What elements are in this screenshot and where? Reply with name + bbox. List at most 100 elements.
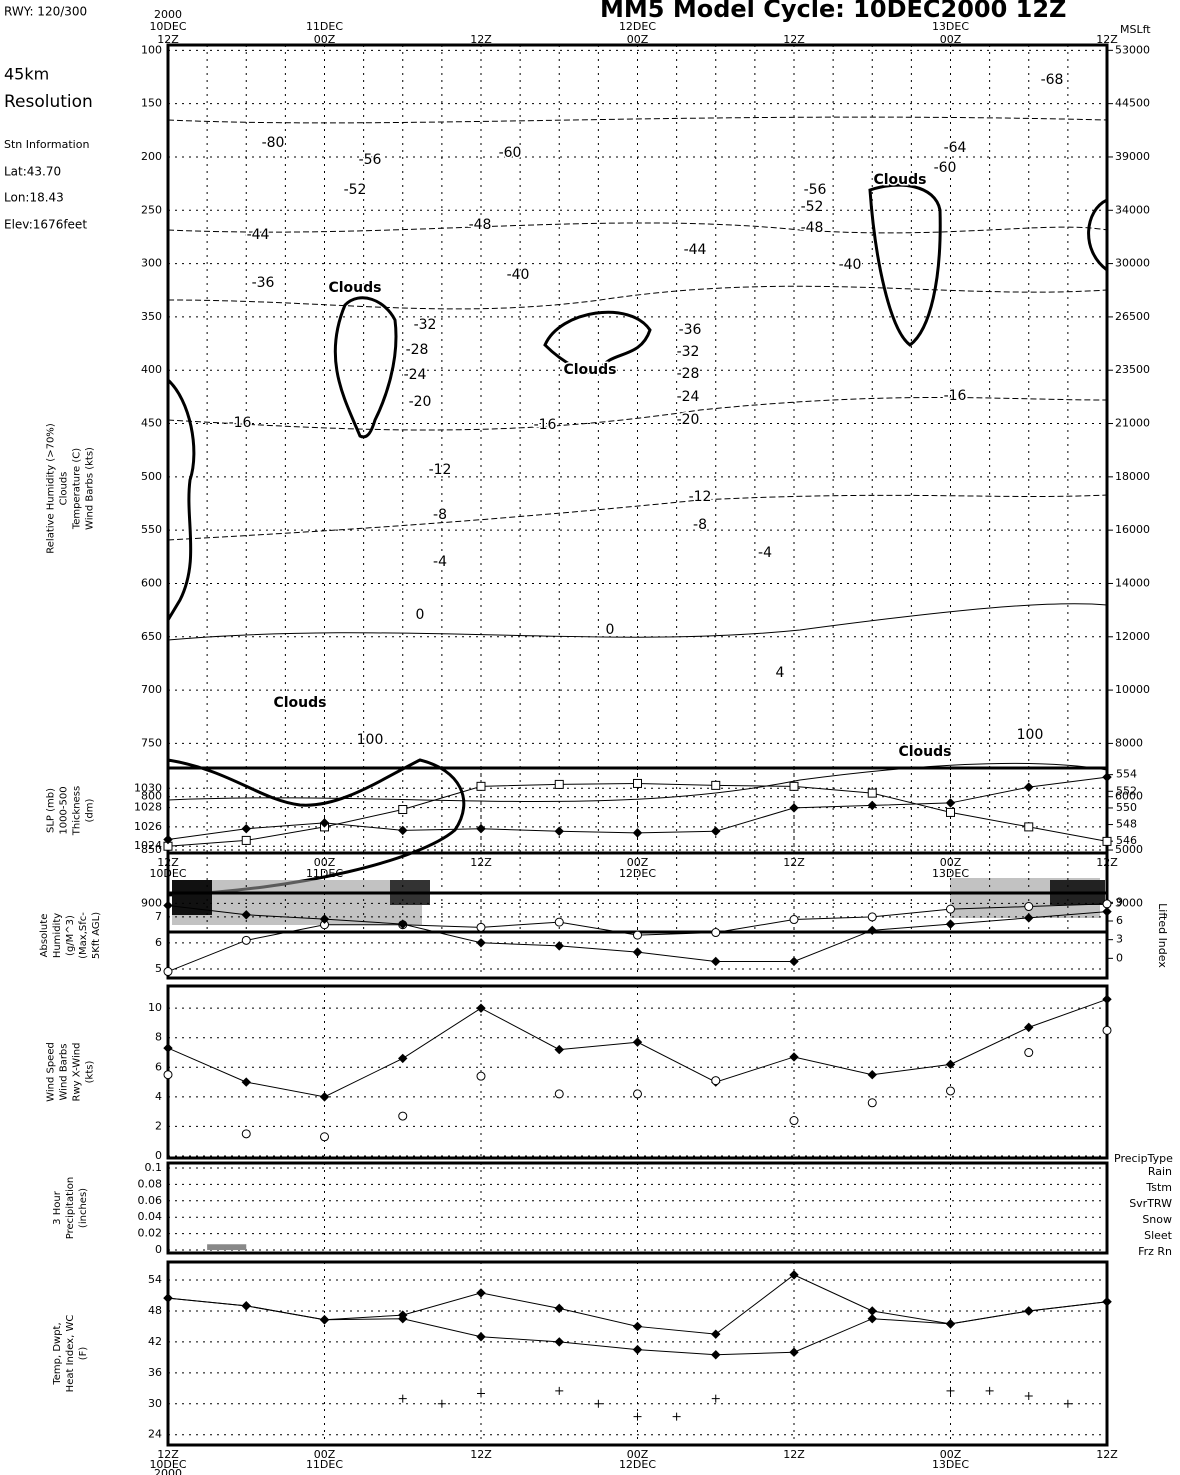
y-tick-label: 42	[148, 1335, 162, 1348]
marker	[789, 803, 799, 813]
x-tick-label: 12Z	[783, 33, 805, 46]
marker	[946, 1086, 955, 1096]
x-tick-label: 00Z	[627, 856, 649, 869]
y-axis-label: Absolute	[39, 914, 50, 958]
marker	[320, 1132, 329, 1142]
marker	[711, 780, 721, 790]
y-tick-label: 1030	[134, 781, 162, 794]
contour-label: -40	[839, 257, 862, 273]
marker	[554, 917, 564, 927]
contour-label: -28	[677, 366, 700, 382]
marker	[632, 1344, 643, 1355]
marker	[1024, 1048, 1034, 1058]
x-tick-date: 13DEC	[932, 1458, 969, 1471]
y-axis-label: Clouds	[59, 472, 70, 506]
marker	[554, 1337, 564, 1347]
contour-label: 0	[606, 622, 615, 638]
marker	[789, 1052, 799, 1062]
marker	[398, 919, 408, 929]
marker	[711, 826, 721, 836]
x-tick-label: 12Z	[1096, 1448, 1118, 1461]
resolution-word: Resolution	[4, 92, 93, 112]
contour-label: -52	[801, 199, 824, 215]
marker	[633, 930, 642, 940]
y2-tick-label: 23500	[1115, 363, 1150, 376]
contour-label: -12	[689, 489, 712, 505]
marker	[789, 1270, 799, 1280]
y2-tick-label: 6	[1116, 914, 1123, 927]
runway: RWY: 120/300	[4, 5, 87, 19]
marker	[633, 1412, 642, 1421]
marker	[555, 1386, 564, 1395]
marker	[632, 1037, 643, 1047]
x-tick-label: 12Z	[470, 33, 492, 46]
marker	[1024, 1392, 1033, 1401]
marker	[554, 1044, 564, 1055]
cloud-label: Clouds	[898, 744, 951, 760]
y2-tick-label: 3000	[1115, 896, 1143, 909]
marker	[1024, 902, 1034, 912]
y-tick-label: 800	[141, 790, 162, 803]
marker	[554, 941, 564, 951]
x-tick-label: 12Z	[783, 1448, 805, 1461]
y-tick-label: 30	[148, 1397, 162, 1410]
y-axis-label: SLP (mb)	[46, 788, 57, 833]
contour-label: -56	[804, 182, 827, 198]
y2-tick-label: 550	[1116, 801, 1137, 814]
marker	[476, 781, 486, 791]
precip-bar	[207, 1244, 247, 1250]
marker	[241, 1129, 251, 1139]
marker	[437, 1399, 446, 1408]
y2-tick-label: 34000	[1115, 203, 1150, 216]
y-tick-label: 8	[155, 1031, 162, 1044]
y-tick-label: 900	[141, 896, 162, 909]
panel-frame	[166, 1161, 1109, 1255]
y2-tick-label: 5000	[1115, 843, 1143, 856]
y-tick-label: 6	[155, 1060, 162, 1073]
x-tick-label: 12Z	[1096, 33, 1118, 46]
marker	[711, 956, 721, 967]
marker	[945, 1319, 956, 1329]
contour-label: -44	[684, 242, 707, 258]
contour-label: -64	[944, 140, 967, 156]
marker	[1024, 1022, 1034, 1033]
legend-title: PrecipType	[1114, 1152, 1173, 1165]
marker	[398, 1053, 408, 1064]
cloud-label: Clouds	[563, 362, 616, 378]
y-axis-label: 1000-500	[59, 786, 70, 834]
marker	[241, 835, 251, 845]
y2-tick-label: 21000	[1115, 417, 1150, 430]
station-elev: Elev:1676feet	[4, 218, 87, 232]
y-axis-label: 3 Hour	[52, 1190, 63, 1225]
y2-tick-label: 9	[1116, 895, 1123, 908]
y-tick-label: 200	[141, 150, 162, 163]
marker	[632, 828, 643, 838]
y-axis-label: (Max,Sfc-	[78, 912, 89, 959]
marker	[398, 1111, 408, 1121]
series-line	[167, 998, 1108, 1098]
x-tick-date: 11DEC	[306, 1458, 343, 1471]
contour-label: -36	[252, 275, 275, 291]
x-tick-label: 12Z	[470, 856, 492, 869]
y-tick-label: 350	[141, 310, 162, 323]
marker	[1024, 782, 1034, 792]
y-tick-label: 300	[141, 257, 162, 270]
marker	[945, 798, 956, 808]
station-lon: Lon:18.43	[4, 191, 64, 205]
marker	[476, 938, 486, 948]
legend-entry: Frz Rn	[1138, 1245, 1172, 1258]
y-tick-label: 650	[141, 630, 162, 643]
marker	[163, 834, 173, 845]
marker	[945, 919, 956, 929]
marker	[319, 914, 330, 924]
y-axis-label: (g/M^3)	[65, 915, 76, 956]
y-tick-label: 5	[155, 962, 162, 975]
y-tick-label: 1026	[134, 820, 162, 833]
x-tick-date: 12DEC	[619, 20, 656, 33]
contour-label: -24	[404, 367, 427, 383]
y-tick-label: 2	[155, 1119, 162, 1132]
contour-label: -20	[677, 412, 700, 428]
x-tick-label: 00Z	[314, 856, 336, 869]
y-tick-label: 0.1	[145, 1161, 163, 1174]
marker	[241, 824, 251, 834]
